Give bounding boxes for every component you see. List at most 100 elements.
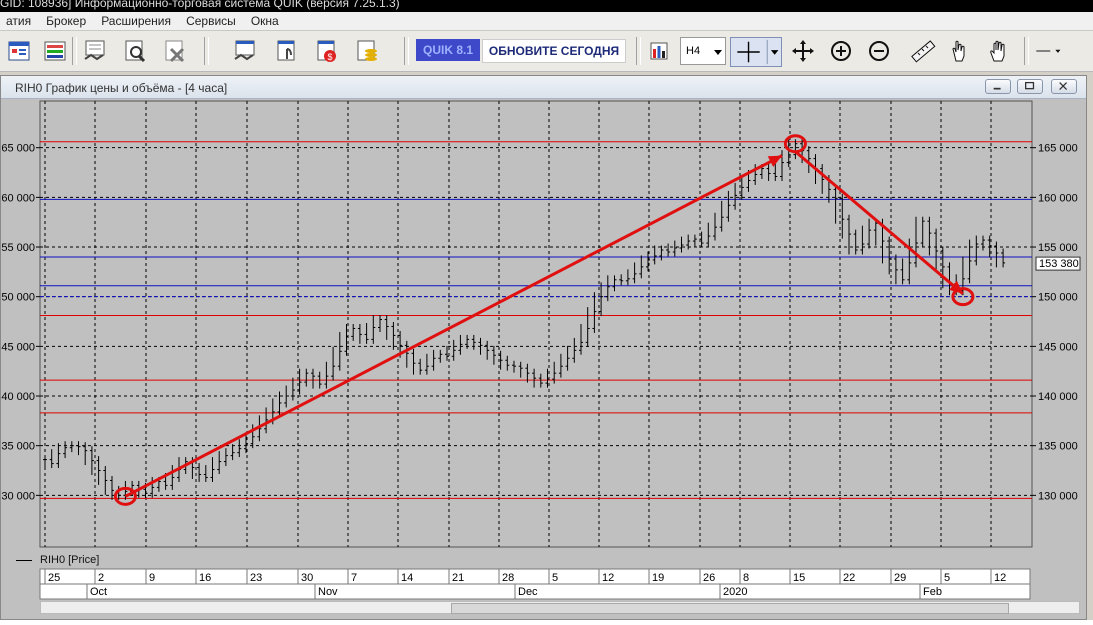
stop-order-icon[interactable] xyxy=(272,36,302,66)
price-bar xyxy=(471,334,476,350)
price-bar xyxy=(900,258,905,285)
price-bar xyxy=(43,455,47,469)
update-today-button[interactable]: ОБНОВИТЕ СЕГОДНЯ xyxy=(482,39,626,63)
table-icon[interactable] xyxy=(40,36,70,66)
highlight-circle xyxy=(951,287,975,307)
minimize-button[interactable] xyxy=(985,79,1011,94)
price-bar xyxy=(297,368,302,395)
price-bar xyxy=(438,349,443,363)
search-doc-icon[interactable] xyxy=(120,36,150,66)
y-tick-label: 40 000 xyxy=(1,391,35,403)
scrollbar-thumb[interactable] xyxy=(451,603,1009,614)
price-bar xyxy=(371,315,376,344)
price-bar xyxy=(974,235,979,266)
zoom-out-icon[interactable] xyxy=(864,36,894,66)
price-bar xyxy=(378,315,382,332)
delete-doc-icon[interactable] xyxy=(160,36,190,66)
close-button[interactable] xyxy=(1051,79,1077,94)
x-tick-label: 19 xyxy=(652,572,664,584)
price-bar xyxy=(987,235,992,258)
portfolio-icon[interactable]: $ xyxy=(312,36,342,66)
y-tick-label: 140 000 xyxy=(1038,391,1078,403)
price-bar xyxy=(525,363,530,383)
price-bar xyxy=(538,373,543,388)
price-bar xyxy=(244,432,248,454)
menu-item-view[interactable]: атия xyxy=(6,14,32,28)
last-price-marker: 153 380 xyxy=(1035,256,1081,271)
y-tick-label: 130 000 xyxy=(1038,490,1078,502)
y-tick-label: 45 000 xyxy=(1,341,35,353)
x-tick-label: 23 xyxy=(250,572,262,584)
price-bar xyxy=(63,441,68,459)
menu-item-services[interactable]: Сервисы xyxy=(186,14,236,28)
price-bar xyxy=(518,361,523,378)
x-tick-label: 21 xyxy=(452,572,464,584)
x-tick-label: 2 xyxy=(98,572,104,584)
price-bar xyxy=(605,275,610,302)
price-bar xyxy=(847,214,851,255)
line-tool-icon[interactable] xyxy=(1034,36,1080,66)
move-icon[interactable] xyxy=(788,36,818,66)
bar-chart-icon[interactable] xyxy=(644,36,674,66)
price-bar xyxy=(424,353,429,375)
time-axis: 25 2 9 16 23 30 7 14 21 28 5 12 19 26 8 15 22 29 5 12 Oct No… xyxy=(39,568,1031,600)
price-bar xyxy=(981,235,985,251)
legend-label: RIH0 [Price] xyxy=(40,554,100,566)
ruler-icon[interactable] xyxy=(908,36,938,66)
price-bar xyxy=(512,360,516,373)
plot-area xyxy=(39,100,1033,548)
price-bar xyxy=(652,245,657,265)
price-bar xyxy=(558,353,563,378)
price-bar xyxy=(150,476,155,498)
drag-hand-icon[interactable] xyxy=(984,36,1014,66)
status-strip xyxy=(0,620,1093,625)
crosshair-tool-select[interactable] xyxy=(730,37,782,67)
y-tick-label: 35 000 xyxy=(1,441,35,453)
price-bar xyxy=(491,345,496,365)
price-bar xyxy=(592,292,597,333)
pointer-hand-icon[interactable] xyxy=(944,36,974,66)
price-bar xyxy=(833,184,838,224)
zoom-in-icon[interactable] xyxy=(826,36,856,66)
price-bar xyxy=(887,236,892,275)
price-bar xyxy=(719,200,724,232)
x-tick-label: 14 xyxy=(401,572,413,584)
price-bar xyxy=(210,457,215,482)
menu-bar: атия Брокер Расширения Сервисы Окна xyxy=(0,12,1093,31)
y-tick-label: 60 000 xyxy=(1,192,35,204)
price-bar xyxy=(545,368,550,388)
timeframe-select[interactable]: H4 xyxy=(680,37,726,65)
x-tick-label: 26 xyxy=(703,572,715,584)
price-bar xyxy=(786,139,791,168)
price-bar xyxy=(445,345,449,361)
price-bar xyxy=(110,475,114,500)
menu-item-broker[interactable]: Брокер xyxy=(46,14,87,28)
price-bar xyxy=(579,324,583,355)
horizontal-scrollbar[interactable] xyxy=(40,601,1080,614)
deal-icon[interactable] xyxy=(80,36,110,66)
chart-window-titlebar: RIH0 График цены и объёма - [4 часа] xyxy=(1,76,1086,99)
main-toolbar: $ QUIK 8.1 ОБНОВИТЕ СЕГОДНЯ H4 xyxy=(0,31,1093,72)
restore-button[interactable] xyxy=(1017,79,1043,94)
coins-icon[interactable] xyxy=(352,36,382,66)
price-bar xyxy=(170,465,175,490)
crosshair-icon xyxy=(737,39,779,65)
y-tick-label: 165 000 xyxy=(1038,143,1078,155)
price-bar xyxy=(384,315,389,340)
menu-item-windows[interactable]: Окна xyxy=(250,14,279,28)
x-tick-label: 28 xyxy=(502,572,514,584)
price-bar xyxy=(304,368,309,387)
price-bar xyxy=(679,236,684,253)
order-icon[interactable] xyxy=(230,36,260,66)
price-bar xyxy=(713,212,717,241)
new-window-icon[interactable] xyxy=(4,36,34,66)
x-tick-label: 5 xyxy=(552,572,558,584)
chart-window-title: RIH0 График цены и объёма - [4 часа] xyxy=(15,81,228,95)
menu-item-extensions[interactable]: Расширения xyxy=(101,14,171,28)
price-bar xyxy=(465,334,470,349)
price-bar xyxy=(893,254,898,285)
y-tick-label: 150 000 xyxy=(1038,292,1078,304)
timeframe-value: H4 xyxy=(686,45,701,57)
price-bar xyxy=(505,355,510,371)
